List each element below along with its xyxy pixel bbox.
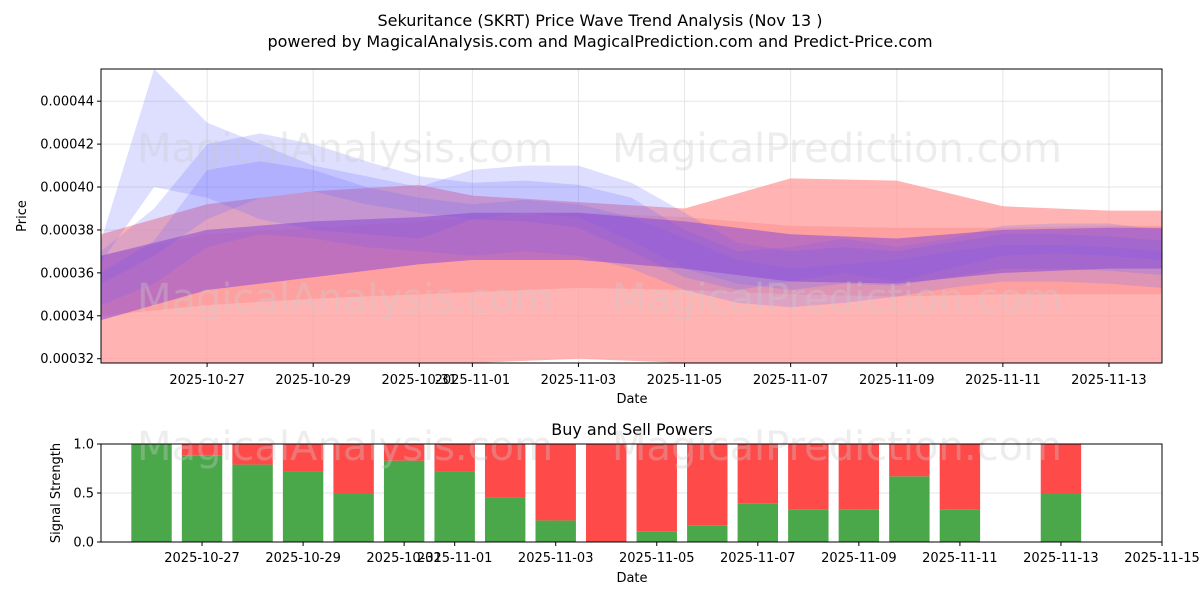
price-wave-bands bbox=[101, 69, 1162, 363]
buy-bar bbox=[434, 471, 475, 542]
signal-x-tick-label: 2025-11-03 bbox=[518, 551, 594, 566]
sell-bar bbox=[535, 444, 576, 521]
signal-x-tick-label: 2025-11-15 bbox=[1124, 551, 1200, 566]
buy-bar bbox=[333, 493, 374, 542]
price-x-axis: 2025-10-27 2025-10-29 2025-10-312025-11-01… bbox=[169, 363, 1147, 388]
buy-bar bbox=[939, 509, 981, 542]
sell-bar bbox=[636, 444, 677, 532]
price-x-tick-label: 2025-10-29 bbox=[275, 373, 351, 388]
sell-bar bbox=[939, 444, 981, 510]
buy-bar bbox=[181, 455, 223, 542]
price-x-tick-label: 2025-10-31 bbox=[382, 373, 458, 388]
signal-y-tick-label: 1.0 bbox=[73, 438, 94, 453]
buy-bar bbox=[636, 531, 677, 542]
price-y-axis: 0.00032 0.00034 0.00036 0.00038 0.00040 0.000… bbox=[40, 95, 101, 367]
price-y-tick-label: 0.00040 bbox=[40, 181, 94, 196]
chart-subtitle: powered by MagicalAnalysis.com and Magic… bbox=[267, 32, 932, 51]
buy-bar bbox=[687, 525, 728, 542]
watermark-analysis-top: MagicalAnalysis.com bbox=[137, 126, 553, 172]
signal-x-tick-label: 2025-10-29 bbox=[265, 551, 341, 566]
price-x-axis-label: Date bbox=[616, 392, 647, 407]
price-x-tick-label: 2025-10-27 bbox=[169, 373, 245, 388]
price-x-tick-label: 2025-11-01 bbox=[435, 373, 511, 388]
signal-x-tick-label: 2025-11-13 bbox=[1023, 551, 1099, 566]
buy-bar bbox=[1040, 493, 1082, 542]
signal-y-axis: 0.0 0.5 1.0 bbox=[73, 438, 101, 551]
price-x-tick-label: 2025-11-07 bbox=[753, 373, 829, 388]
price-y-tick-label: 0.00038 bbox=[40, 223, 94, 238]
buy-bar bbox=[737, 503, 779, 542]
signal-chart-title: Buy and Sell Powers bbox=[551, 420, 713, 439]
signal-x-tick-label: 2025-10-27 bbox=[164, 551, 240, 566]
buy-bar bbox=[131, 444, 172, 542]
sell-bar bbox=[889, 444, 930, 477]
price-x-tick-label: 2025-11-09 bbox=[859, 373, 935, 388]
sell-bar bbox=[1040, 444, 1082, 493]
signal-x-tick-label: 2025-11-05 bbox=[619, 551, 695, 566]
buy-bar bbox=[484, 497, 526, 542]
watermark-prediction-mid: MagicalPrediction.com bbox=[612, 276, 1062, 322]
buy-bar bbox=[889, 476, 930, 542]
sell-bar bbox=[484, 444, 526, 498]
price-x-tick-label: 2025-11-11 bbox=[965, 373, 1041, 388]
sell-bar bbox=[383, 444, 425, 461]
watermark-prediction-top: MagicalPrediction.com bbox=[612, 126, 1062, 172]
signal-x-tick-label: 2025-11-01 bbox=[417, 551, 493, 566]
watermark-analysis-bottom: MagicalAnalysis.com bbox=[137, 424, 553, 470]
price-y-tick-label: 0.00036 bbox=[40, 266, 94, 281]
price-y-tick-label: 0.00044 bbox=[40, 95, 94, 110]
price-x-tick-label: 2025-11-05 bbox=[647, 373, 723, 388]
signal-bars bbox=[131, 444, 1082, 542]
watermark-analysis-mid: MagicalAnalysis.com bbox=[137, 276, 553, 322]
sell-bar bbox=[687, 444, 728, 526]
buy-bar bbox=[535, 520, 576, 542]
buy-bar bbox=[788, 509, 829, 542]
sell-bar bbox=[737, 444, 779, 504]
buy-bar bbox=[383, 460, 425, 542]
signal-y-tick-label: 0.5 bbox=[73, 487, 94, 502]
buy-bar bbox=[232, 464, 273, 542]
signal-x-axis: 2025-10-27 2025-10-29 2025-10-312025-11-01… bbox=[164, 542, 1200, 566]
price-y-axis-label: Price bbox=[15, 200, 30, 232]
price-x-tick-label: 2025-11-13 bbox=[1071, 373, 1147, 388]
price-plot-frame bbox=[100, 68, 1163, 364]
signal-x-axis-label: Date bbox=[616, 571, 647, 586]
sell-bar bbox=[434, 444, 475, 472]
sell-bar bbox=[838, 444, 880, 510]
sell-bar bbox=[282, 444, 324, 472]
signal-x-tick-label: 2025-10-31 bbox=[366, 551, 442, 566]
signal-x-tick-label: 2025-11-07 bbox=[720, 551, 796, 566]
signal-x-tick-label: 2025-11-11 bbox=[922, 551, 998, 566]
buy-bar bbox=[282, 471, 324, 542]
price-wave-purple-band bbox=[101, 212, 1162, 321]
signal-y-tick-label: 0.0 bbox=[73, 536, 94, 551]
price-y-tick-label: 0.00042 bbox=[40, 138, 94, 153]
sell-bar bbox=[232, 444, 273, 465]
sell-bar bbox=[181, 444, 223, 456]
price-y-tick-label: 0.00032 bbox=[40, 352, 94, 367]
price-x-tick-label: 2025-11-03 bbox=[541, 373, 617, 388]
sell-bar bbox=[586, 444, 627, 542]
watermark-prediction-bottom: MagicalPrediction.com bbox=[612, 424, 1062, 470]
sell-bar bbox=[333, 444, 374, 493]
price-y-tick-label: 0.00034 bbox=[40, 309, 94, 324]
sell-bar bbox=[788, 444, 829, 510]
signal-x-tick-label: 2025-11-09 bbox=[821, 551, 897, 566]
signal-y-axis-label: Signal Strength bbox=[49, 443, 64, 543]
chart-title: Sekuritance (SKRT) Price Wave Trend Anal… bbox=[377, 11, 822, 30]
buy-bar bbox=[838, 509, 880, 542]
